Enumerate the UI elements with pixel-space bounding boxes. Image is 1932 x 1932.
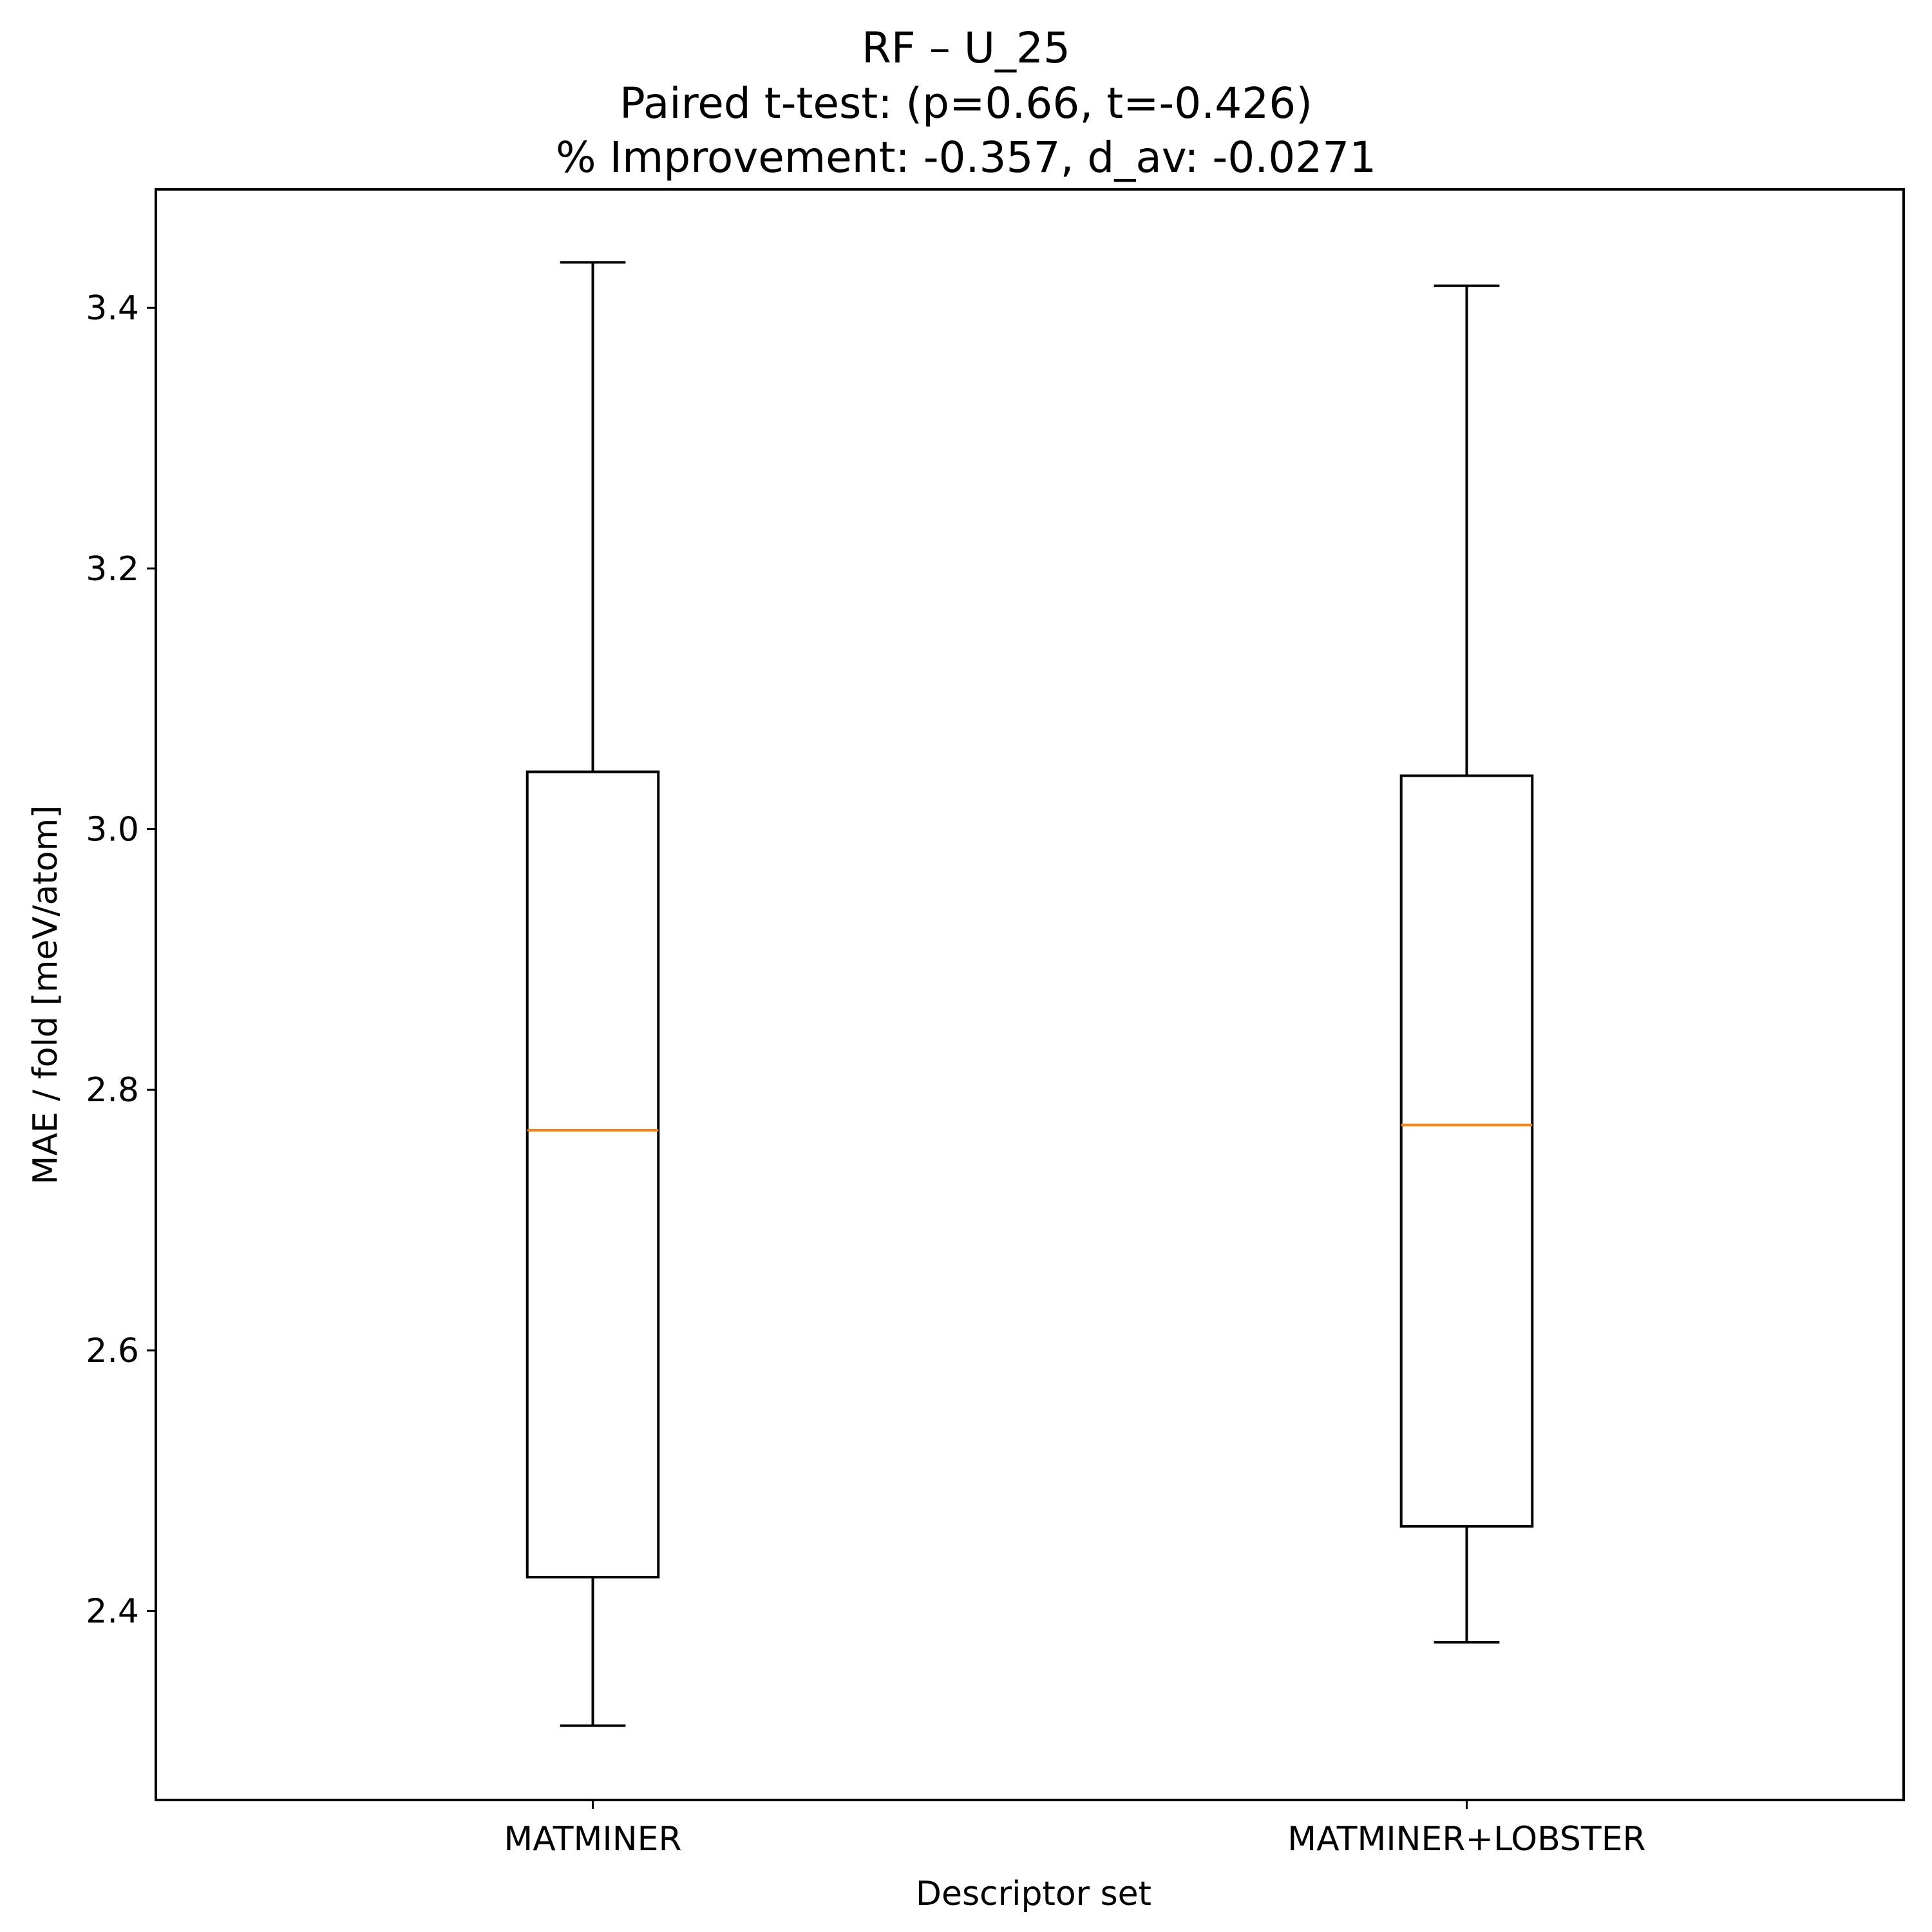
axes-frame — [155, 188, 1905, 1801]
y-tick-label: 3.4 — [86, 289, 139, 328]
chart-subtitle-improvement: % Improvement: -0.357, d_av: -0.0271 — [555, 133, 1377, 182]
x-tick-label: MATMINER — [504, 1820, 681, 1859]
chart-title: RF – U_25 — [861, 23, 1071, 73]
y-axis: 2.4 2.6 2.8 3.0 3.2 3.4 — [86, 289, 156, 1631]
box-matminer-lobster — [1399, 284, 1534, 1644]
y-axis-label: MAE / fold [meV/atom] — [26, 805, 65, 1184]
box-matminer — [526, 261, 660, 1727]
y-tick-label: 3.0 — [86, 811, 139, 849]
iqr-box — [526, 770, 660, 1578]
boxes-layer — [526, 261, 1534, 1727]
x-axis-label: Descriptor set — [916, 1875, 1151, 1913]
x-tick-label: MATMINER+LOBSTER — [1287, 1820, 1645, 1859]
chart-subtitle-ttest: Paired t-test: (p=0.66, t=-0.426) — [620, 79, 1312, 128]
x-axis: MATMINER MATMINER+LOBSTER — [504, 1800, 1646, 1859]
y-tick-label: 2.6 — [86, 1332, 139, 1370]
y-tick-label: 3.2 — [86, 550, 139, 589]
y-tick-label: 2.4 — [86, 1593, 139, 1631]
y-tick-label: 2.8 — [86, 1071, 139, 1110]
iqr-box — [1399, 774, 1534, 1528]
